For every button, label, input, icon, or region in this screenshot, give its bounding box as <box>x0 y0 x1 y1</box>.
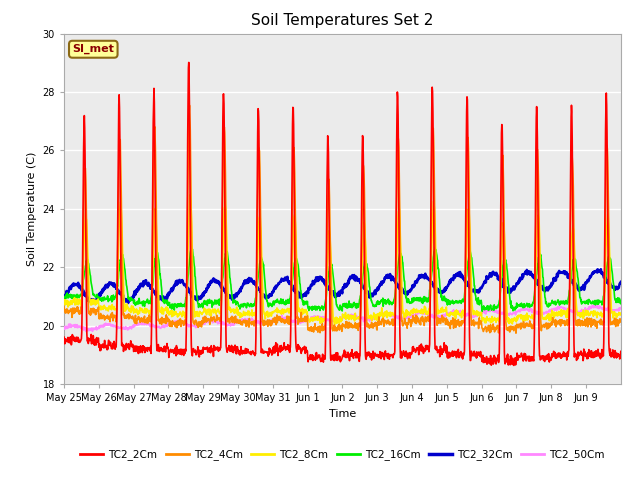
X-axis label: Time: Time <box>329 408 356 419</box>
Y-axis label: Soil Temperature (C): Soil Temperature (C) <box>27 152 37 266</box>
Title: Soil Temperatures Set 2: Soil Temperatures Set 2 <box>252 13 433 28</box>
Legend: TC2_2Cm, TC2_4Cm, TC2_8Cm, TC2_16Cm, TC2_32Cm, TC2_50Cm: TC2_2Cm, TC2_4Cm, TC2_8Cm, TC2_16Cm, TC2… <box>76 445 609 465</box>
Text: SI_met: SI_met <box>72 44 114 54</box>
